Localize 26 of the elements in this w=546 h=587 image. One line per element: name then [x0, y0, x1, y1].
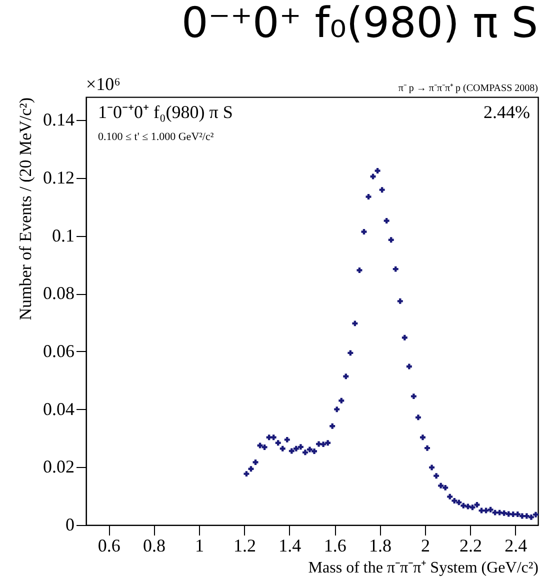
y-tick-label: 0.06: [43, 340, 74, 361]
x-tick-label: 2.2: [459, 536, 482, 556]
y-tick-label: 0.14: [43, 110, 74, 130]
y-axis-title: Number of Events / (20 MeV/c²): [16, 98, 35, 320]
y-tick-label: 0.1: [52, 225, 74, 246]
y-tick-label: 0.04: [43, 398, 74, 419]
text: π⁻ p → π⁻π⁻π⁺ p (COMPASS 2008): [398, 83, 538, 94]
x-tick-label: 1.2: [233, 536, 256, 556]
x-tick-label: 0.6: [98, 536, 120, 556]
chart-title: 0⁻⁺0⁺ f₀(980) π S: [181, 0, 538, 47]
y-tick-label: 0.02: [43, 456, 74, 477]
annotation: 0.100 ≤ t' ≤ 1.000 GeV²/c²: [98, 131, 214, 143]
x-tick-label: 1.6: [324, 536, 346, 556]
annotation: 2.44%: [484, 102, 530, 122]
y-tick-label: 0: [66, 514, 74, 534]
x-axis-title: Mass of the π⁻π⁻π⁺ System (GeV/c²): [308, 560, 538, 576]
x-tick-label: 1.8: [369, 536, 392, 556]
y-tick-label: 0.08: [43, 283, 74, 304]
x-tick-label: 1.4: [278, 536, 302, 556]
x-tick-label: 1: [195, 536, 204, 556]
x-tick-label: 2: [421, 536, 430, 556]
y-tick-label: 0.12: [43, 167, 74, 188]
x-tick-label: 2.4: [504, 536, 528, 556]
annotation: 1⁻0⁻⁺0⁺ f₀(980) π S: [98, 102, 233, 122]
text: ×10⁶: [86, 74, 120, 94]
x-tick-label: 0.8: [143, 536, 166, 556]
